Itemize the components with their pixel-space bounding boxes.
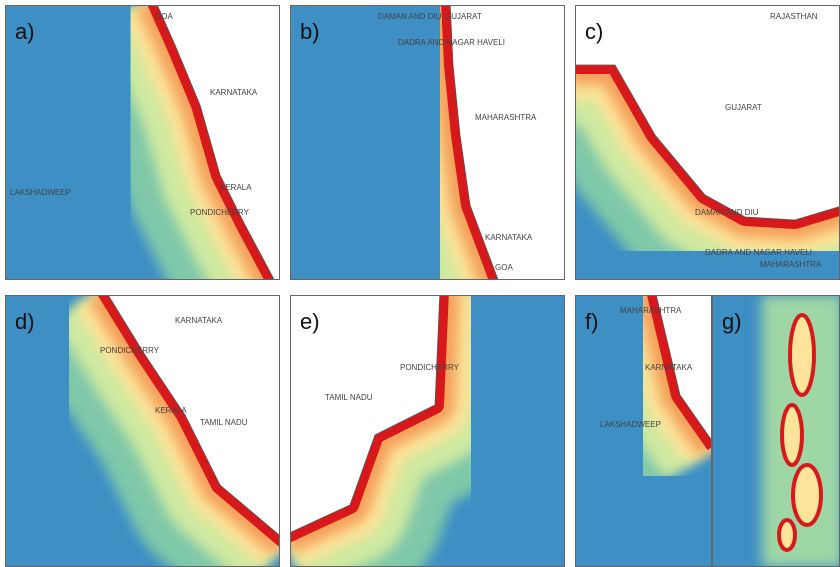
place-name: PONDICHERRY: [190, 208, 250, 217]
place-name: KARNATAKA: [175, 316, 223, 325]
island-reef: [779, 520, 795, 550]
place-name: MAHARASHTRA: [760, 260, 822, 269]
place-name: DAMAN AND DIU: [378, 12, 442, 21]
island-reef: [793, 465, 821, 525]
map-panel: f) MAHARASHTRA KARNATAKA LAKSHADWEEP: [575, 290, 715, 567]
place-name: KERALA: [220, 183, 252, 192]
place-name: TAMIL NADU: [325, 393, 373, 402]
panel-label: c): [585, 19, 603, 44]
place-name: LAKSHADWEEP: [10, 188, 71, 197]
place-name: DADRA AND NAGAR HAVELI: [398, 38, 505, 47]
map-panel: a) GOA KARNATAKA LAKSHADWEEP KERALA PONDICHER…: [5, 0, 285, 285]
place-name: TAMIL NADU: [200, 418, 248, 427]
place-name: KARNATAKA: [210, 88, 258, 97]
place-name: MAHARASHTRA: [620, 306, 682, 315]
map-panel: g): [712, 295, 840, 567]
place-name: GUJARAT: [445, 12, 482, 21]
panel-label: a): [15, 19, 35, 44]
place-name: PONDICHERRY: [400, 363, 460, 372]
place-name: KARNATAKA: [485, 233, 533, 242]
island-reef: [782, 405, 802, 465]
place-name: MAHARASHTRA: [475, 113, 537, 122]
place-name: LAKSHADWEEP: [600, 420, 661, 429]
place-name: KERALA: [155, 406, 187, 415]
figure: a) GOA KARNATAKA LAKSHADWEEP KERALA PONDICHER…: [0, 0, 840, 567]
map-panel: d) KARNATAKA PONDICHERRY KERALA TAMIL NADU: [5, 290, 285, 567]
place-name: PONDICHERRY: [100, 346, 160, 355]
place-name: GUJARAT: [725, 103, 762, 112]
island-reef: [790, 315, 814, 395]
map-panel: c) RAJASTHAN GUJARAT DAMAN AND DIU DADRA AND…: [570, 0, 840, 280]
place-name: GOA: [155, 12, 173, 21]
place-name: DAMAN AND DIU: [695, 208, 759, 217]
panel-label: f): [585, 309, 598, 334]
map-panel: e) PONDICHERRY TAMIL NADU: [285, 290, 565, 567]
place-name: KARNATAKA: [645, 363, 693, 372]
panel-label: e): [300, 309, 320, 334]
place-name: GOA: [495, 263, 513, 272]
place-name: RAJASTHAN: [770, 12, 818, 21]
panel-label: b): [300, 19, 320, 44]
panel-label: d): [15, 309, 35, 334]
place-name: DADRA AND NAGAR HAVELI: [705, 248, 812, 257]
panel-label: g): [722, 309, 742, 334]
